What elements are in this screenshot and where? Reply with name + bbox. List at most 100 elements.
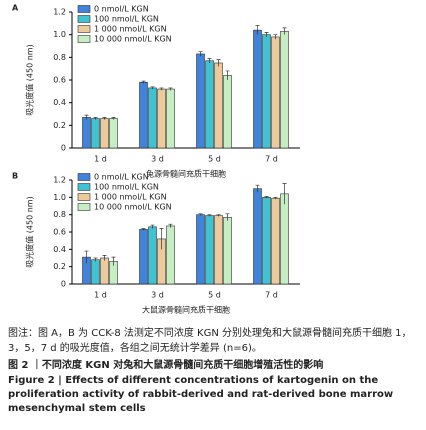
error-bar (207, 214, 212, 217)
y-tick-label: 0.4 (53, 98, 66, 107)
bar (280, 193, 289, 285)
error-bar (102, 117, 107, 120)
bar (253, 188, 262, 285)
error-bar (102, 255, 107, 261)
y-tick-label: 1.2 (53, 176, 66, 185)
bar (214, 62, 223, 149)
y-axis-title: 吸光度值 (450 nm) (25, 44, 35, 115)
x-tick-label: 1 d (94, 155, 107, 164)
legend-swatch (77, 25, 91, 33)
y-tick-label: 0 (61, 144, 66, 153)
bar (223, 216, 232, 285)
y-tick-label: 0.6 (53, 228, 66, 237)
error-bar (93, 117, 98, 120)
error-bar (198, 213, 203, 216)
panel-label: B (12, 172, 18, 181)
error-bar (282, 183, 287, 205)
legend-label: 0 nmol/L KGN (94, 173, 149, 182)
x-tick-label: 5 d (208, 155, 221, 164)
x-tick-label: 1 d (94, 291, 107, 300)
legend-label: 10 000 nmol/L KGN (94, 203, 172, 212)
bar (157, 88, 166, 149)
error-bar (150, 86, 155, 90)
error-bar (168, 223, 173, 228)
bar (100, 257, 109, 285)
bar (100, 118, 109, 149)
y-tick-label: 0.8 (53, 210, 66, 219)
bar (91, 118, 100, 149)
bar (205, 60, 214, 149)
error-bar (84, 250, 89, 264)
legend-label: 0 nmol/L KGN (94, 5, 149, 14)
bar (280, 30, 289, 149)
error-bar (264, 32, 269, 37)
legend-swatch (77, 173, 91, 181)
legend-label: 1 000 nmol/L KGN (94, 25, 167, 34)
bar (91, 259, 100, 285)
x-tick-label: 7 d (265, 155, 278, 164)
y-axis-title: 吸光度值 (450 nm) (25, 196, 35, 267)
error-bar (141, 228, 146, 231)
legend-label: 10 000 nmol/L KGN (94, 35, 172, 44)
y-tick-label: 0.2 (53, 262, 66, 271)
bar (223, 75, 232, 149)
bar (205, 215, 214, 285)
bar (262, 34, 271, 149)
bar (139, 229, 148, 285)
bar (166, 88, 175, 149)
error-bar (141, 80, 146, 84)
y-tick-label: 1.0 (53, 30, 66, 39)
legend-label: 100 nmol/L KGN (94, 15, 159, 24)
y-tick-label: 0.8 (53, 53, 66, 62)
y-tick-label: 0 (61, 280, 66, 289)
x-tick-label: 5 d (208, 291, 221, 300)
y-tick-label: 0.2 (53, 121, 66, 130)
bar (109, 118, 118, 149)
bar (262, 197, 271, 285)
bar (196, 53, 205, 149)
error-bar (111, 256, 116, 266)
legend-swatch (77, 35, 91, 43)
error-bar (273, 196, 278, 200)
error-bar (168, 87, 173, 91)
legend-swatch (77, 15, 91, 23)
error-bar (216, 59, 221, 67)
error-bar (93, 257, 98, 262)
bar (196, 214, 205, 285)
x-tick-label: 3 d (151, 155, 164, 164)
bar (166, 225, 175, 285)
error-bar (159, 87, 164, 91)
x-axis-title: 兔源骨髓间充质干细胞 (146, 169, 226, 179)
legend-swatch (77, 183, 91, 191)
error-bar (216, 214, 221, 217)
legend-label: 1 000 nmol/L KGN (94, 193, 167, 202)
error-bar (198, 51, 203, 57)
legend-label: 100 nmol/L KGN (94, 183, 159, 192)
error-bar (84, 114, 89, 120)
bar (139, 81, 148, 149)
error-bar (150, 224, 155, 229)
caption-note: 图注：图 A，B 为 CCK-8 法测定不同浓度 KGN 分别处理兔和大鼠源骨髓… (8, 328, 412, 354)
error-bar (273, 34, 278, 40)
legend-swatch (77, 5, 91, 13)
error-bar (207, 58, 212, 63)
error-bar (111, 117, 116, 120)
y-tick-label: 0.4 (53, 245, 66, 254)
legend-swatch (77, 203, 91, 211)
error-bar (255, 25, 260, 35)
error-bar (282, 27, 287, 35)
error-bar (225, 70, 230, 80)
y-tick-label: 0.6 (53, 76, 66, 85)
panel-label: A (12, 4, 19, 13)
error-bar (159, 228, 164, 250)
y-tick-label: 1.0 (53, 193, 66, 202)
x-tick-label: 3 d (151, 291, 164, 300)
bar (271, 197, 280, 285)
y-tick-label: 1.2 (53, 8, 66, 17)
figure: A 吸光度值 (450 nm) 0 0.2 0.4 0.6 0.8 1.0 1.2 1 d 3 d 5… (12, 4, 300, 315)
error-bar (255, 184, 260, 193)
bar (148, 87, 157, 149)
caption-title-en: Figure 2 | Effects of different concentr… (8, 375, 394, 414)
error-bar (225, 213, 230, 221)
